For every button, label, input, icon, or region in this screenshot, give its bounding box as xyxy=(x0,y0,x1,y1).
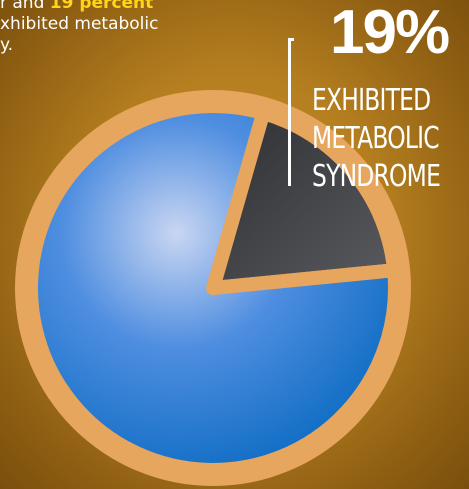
intro-line-1: r and 19 percent xyxy=(0,0,220,14)
intro-text: r and 19 percent xhibited metabolic y. xyxy=(0,0,220,56)
pie-slice-1 xyxy=(206,106,402,295)
callout-label: EXHIBITED METABOLIC SYNDROME xyxy=(312,82,441,196)
callout-label-line-1: EXHIBITED xyxy=(312,83,431,118)
intro-highlight: 19 percent xyxy=(49,0,154,13)
intro-line-3: y. xyxy=(0,35,14,55)
pie-slice-2 xyxy=(24,99,402,477)
callout-line xyxy=(288,38,294,186)
callout-percent: 19% xyxy=(330,0,450,67)
callout-label-line-2: METABOLIC xyxy=(312,121,440,156)
callout-label-line-3: SYNDROME xyxy=(312,159,441,194)
intro-line-1-prefix: r and xyxy=(0,0,50,13)
intro-line-2: xhibited metabolic xyxy=(0,14,159,34)
